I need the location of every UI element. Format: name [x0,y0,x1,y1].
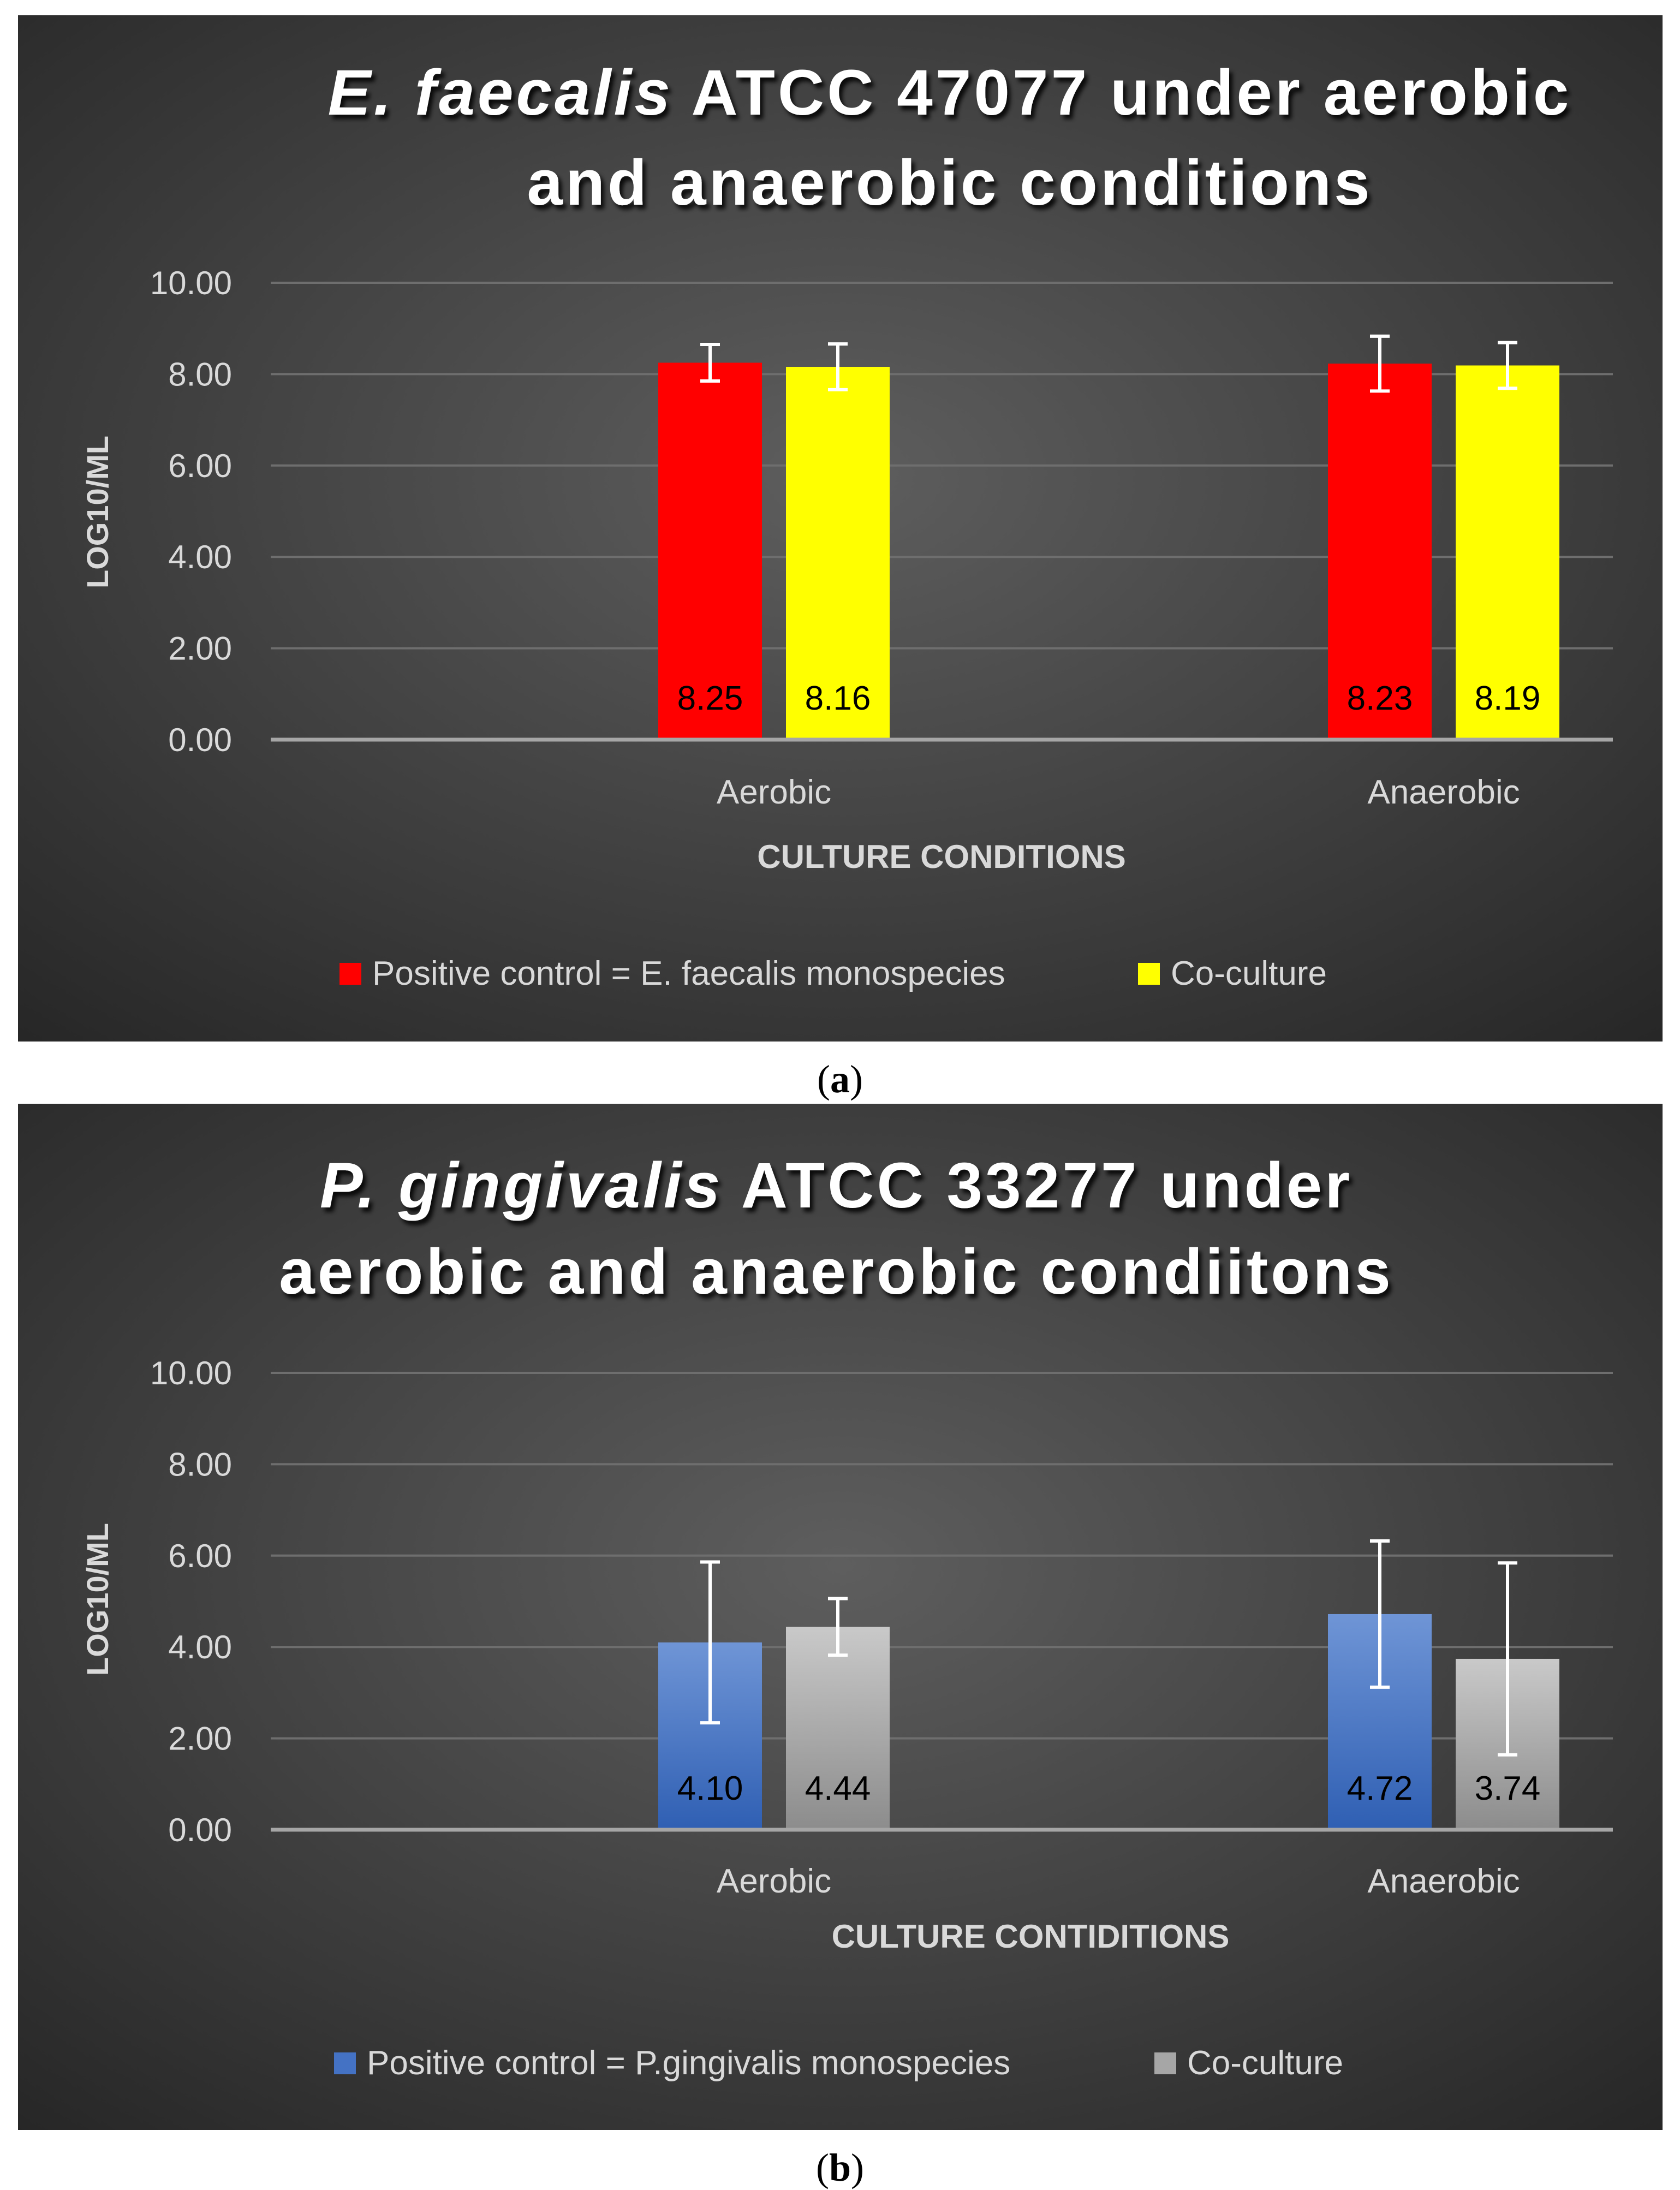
chart-a-ytick-label: 10.00 [150,265,232,301]
chart-a-data-label-s1-c1: 8.25 [677,680,743,717]
panel-b-caption: (b) [816,2146,864,2189]
chart-b-data-label-s2-c1: 4.44 [805,1770,871,1807]
chart-a-bar-s2-c1 [786,367,890,740]
chart-a-ylabel: LOG10/ML [80,436,115,588]
chart-b-errorbar-s2-c1 [828,1597,848,1657]
chart-b-category-aerobic: Aerobic [717,1862,831,1900]
chart-b-ytick-label: 2.00 [168,1721,232,1757]
chart-a-category-anaerobic: Anaerobic [1367,773,1520,811]
chart-panel-b: P. gingivalis ATCC 33277 under aerobic a… [18,1104,1663,2130]
chart-b-category-anaerobic: Anaerobic [1367,1862,1520,1900]
chart-b-title-rest: ATCC 33277 under [723,1150,1353,1222]
chart-a-title-line2: and anaerobic conditions [527,147,1372,219]
chart-a-ytick-label: 6.00 [168,448,232,484]
chart-b-legend: Positive control = P.gingivalis monospec… [334,2044,1343,2082]
chart-b-data-label-s2-c2: 3.74 [1475,1770,1541,1807]
chart-b-xlabel: CULTURE CONTIDITIONS [832,1918,1230,1955]
chart-b-ytick-label: 0.00 [168,1812,232,1848]
chart-b-title-line2: aerobic and anaerobic condiitons [279,1236,1393,1308]
chart-a-legend-label-2: Co-culture [1171,955,1327,992]
chart-b-ylabel: LOG10/ML [80,1523,115,1676]
chart-a-errorbar-s2-c1 [828,342,848,391]
chart-b-title-italic: P. gingivalis [320,1150,723,1222]
panel-a-caption: (a) [817,1057,863,1101]
chart-a-category-aerobic: Aerobic [717,773,831,811]
chart-a-title-rest: ATCC 47077 under aerobic [673,57,1571,129]
chart-b-title: P. gingivalis ATCC 33277 under [320,1150,1353,1222]
chart-a-bar-s2-c2 [1456,365,1559,740]
chart-b-errorbar-s1-c2 [1370,1539,1390,1689]
chart-a-title-italic: E. faecalis [328,57,673,129]
chart-a-errorbar-s1-c1 [700,342,720,383]
chart-a-legend: Positive control = E. faecalis monospeci… [339,955,1327,992]
chart-a-data-label-s1-c2: 8.23 [1347,680,1413,717]
chart-a-ytick-label: 8.00 [168,356,232,392]
chart-a-legend-swatch-1 [339,963,361,985]
chart-a-errorbar-s2-c2 [1498,341,1517,390]
chart-a-errorbar-s1-c2 [1370,334,1390,393]
chart-a-data-label-s2-c1: 8.16 [805,680,871,717]
chart-a-ytick-label: 2.00 [168,630,232,667]
chart-a-bar-s1-c2 [1328,364,1432,740]
chart-b-ytick-label: 4.00 [168,1629,232,1665]
chart-b-legend-swatch-2 [1154,2052,1176,2074]
chart-b-ytick-label: 6.00 [168,1538,232,1574]
chart-a-legend-label-1: Positive control = E. faecalis monospeci… [372,955,1005,992]
chart-b-data-label-s1-c1: 4.10 [677,1770,743,1807]
chart-a-ytick-label: 4.00 [168,539,232,575]
chart-a-ytick-label: 0.00 [168,722,232,758]
chart-b-errorbar-s2-c2 [1498,1561,1517,1757]
chart-b-data-label-s1-c2: 4.72 [1347,1770,1413,1807]
chart-b-ytick-label: 8.00 [168,1446,232,1483]
chart-panel-a: E. faecalis ATCC 47077 under aerobic and… [18,15,1663,1042]
chart-b-legend-swatch-1 [334,2052,356,2074]
chart-a-bar-s1-c1 [658,362,762,740]
chart-b-ytick-label: 10.00 [150,1355,232,1391]
chart-b-legend-label-2: Co-culture [1187,2044,1343,2082]
chart-b-errorbar-s1-c1 [700,1560,720,1725]
chart-a-xlabel: CULTURE CONDITIONS [757,838,1126,875]
chart-a-legend-swatch-2 [1138,963,1160,985]
chart-a-data-label-s2-c2: 8.19 [1475,680,1541,717]
chart-b-legend-label-1: Positive control = P.gingivalis monospec… [367,2044,1010,2082]
chart-a-title: E. faecalis ATCC 47077 under aerobic [328,57,1572,129]
chart-b-bar-s2-c1 [786,1627,890,1830]
